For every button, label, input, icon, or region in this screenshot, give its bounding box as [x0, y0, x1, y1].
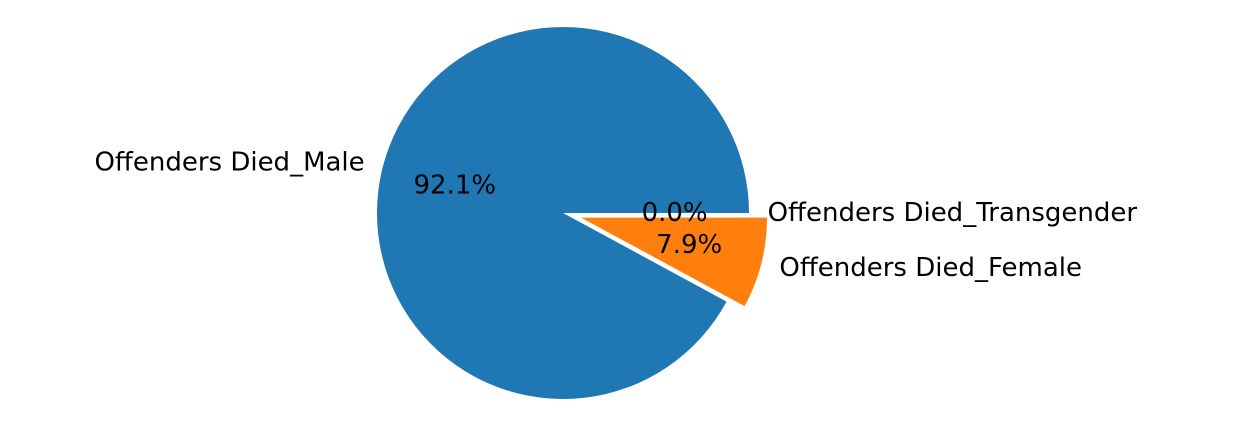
slice-label-0: Offenders Died_Transgender [768, 198, 1138, 228]
slice-pct-label-1: 7.9% [656, 230, 722, 260]
pie-slice-1 [581, 217, 768, 307]
slice-label-2: Offenders Died_Male [94, 148, 364, 178]
pie-slice-2 [376, 27, 749, 400]
slices-layer [376, 27, 768, 400]
slice-pct-label-0: 0.0% [642, 198, 708, 228]
slice-label-1: Offenders Died_Female [779, 253, 1082, 283]
slice-pct-label-2: 92.1% [414, 171, 497, 201]
labels-layer: Offenders Died_Transgender 0.0% Offenders … [94, 148, 1137, 283]
